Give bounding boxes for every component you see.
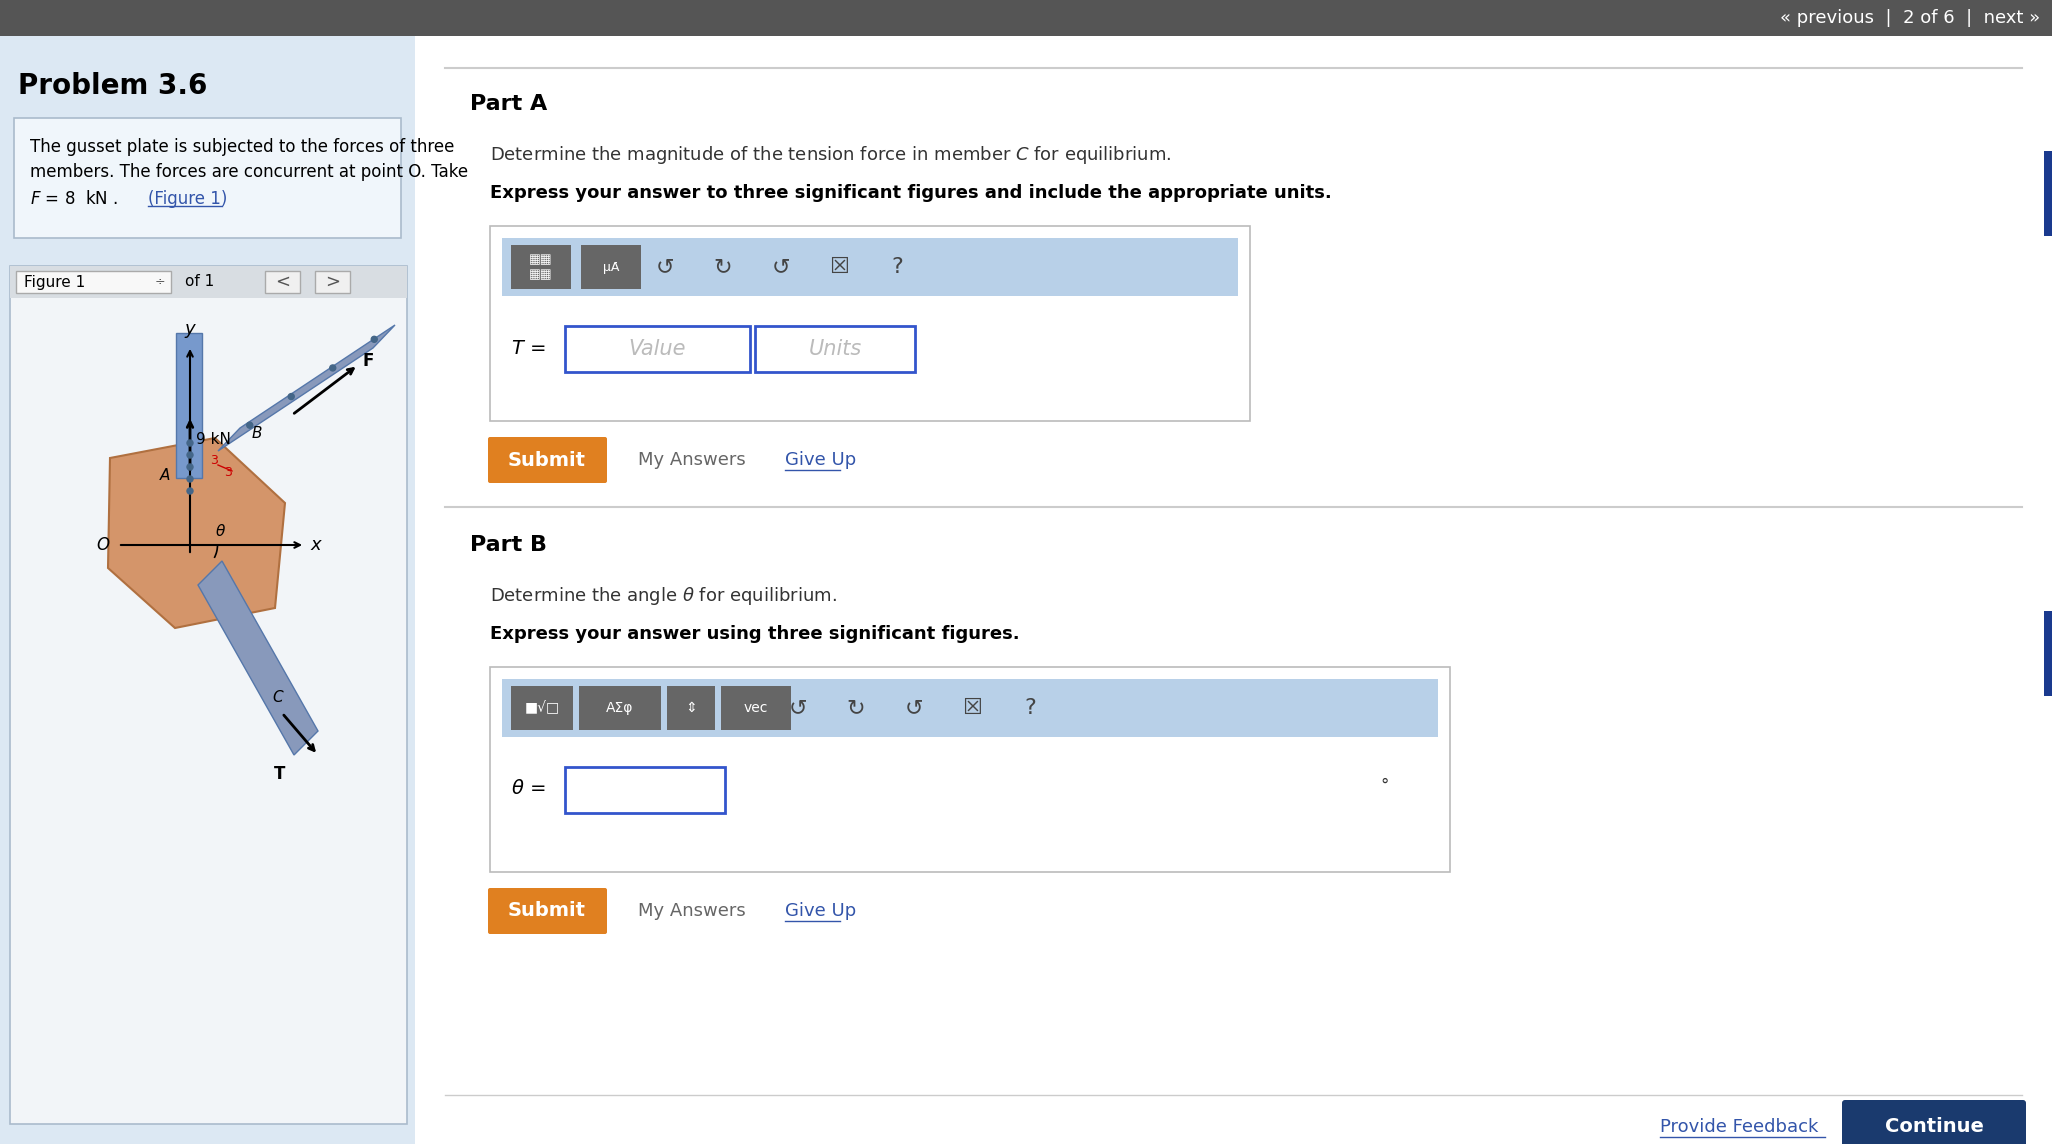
Text: ↺: ↺ [788,698,806,718]
Text: T =: T = [513,339,546,357]
FancyBboxPatch shape [503,680,1438,737]
Text: B: B [252,426,263,440]
Text: ■√□: ■√□ [525,701,560,715]
FancyBboxPatch shape [581,245,640,289]
FancyBboxPatch shape [511,245,570,289]
Text: The gusset plate is subjected to the forces of three: The gusset plate is subjected to the for… [31,138,453,156]
Text: $\mathit{F}$ = 8  kN .: $\mathit{F}$ = 8 kN . [31,190,119,208]
Text: θ =: θ = [513,779,546,799]
Text: ↺: ↺ [657,257,675,277]
Text: vec: vec [743,701,767,715]
Circle shape [330,365,337,371]
Polygon shape [109,438,285,628]
Text: °: ° [1381,777,1389,795]
Text: 3: 3 [209,453,218,467]
FancyBboxPatch shape [316,271,351,293]
Text: ?: ? [891,257,903,277]
Text: Value: Value [628,339,685,359]
Text: Part B: Part B [470,535,548,555]
Text: Give Up: Give Up [786,901,856,920]
FancyBboxPatch shape [10,267,406,1125]
FancyBboxPatch shape [14,118,400,238]
Text: Continue: Continue [1884,1117,1984,1136]
FancyBboxPatch shape [564,766,724,813]
Text: ▦▦
▦▦: ▦▦ ▦▦ [529,253,552,281]
Text: Units: Units [808,339,862,359]
Text: Provide Feedback: Provide Feedback [1660,1118,1818,1136]
Text: ↺: ↺ [772,257,790,277]
Polygon shape [218,325,394,451]
Text: of 1: of 1 [185,275,213,289]
FancyBboxPatch shape [490,227,1250,421]
Text: Determine the magnitude of the tension force in member $\mathit{C}$ for equilibr: Determine the magnitude of the tension f… [490,144,1172,166]
Text: C: C [273,691,283,706]
Text: ÷: ÷ [154,276,166,288]
Circle shape [187,440,193,446]
Text: Express your answer using three significant figures.: Express your answer using three signific… [490,625,1020,643]
Circle shape [187,464,193,470]
Circle shape [371,336,378,342]
Text: My Answers: My Answers [638,451,745,469]
Text: $\mathbf{T}$: $\mathbf{T}$ [273,765,287,782]
Text: ↺: ↺ [905,698,923,718]
FancyBboxPatch shape [176,333,201,478]
FancyBboxPatch shape [16,271,170,293]
Text: Submit: Submit [509,451,587,469]
Text: x: x [310,537,320,554]
Polygon shape [197,561,318,755]
FancyBboxPatch shape [2044,151,2052,236]
Text: Express your answer to three significant figures and include the appropriate uni: Express your answer to three significant… [490,184,1332,202]
FancyBboxPatch shape [511,686,573,730]
Circle shape [187,476,193,482]
FancyBboxPatch shape [488,888,607,934]
Text: Give Up: Give Up [786,451,856,469]
Text: My Answers: My Answers [638,901,745,920]
Text: Figure 1: Figure 1 [25,275,86,289]
Circle shape [187,452,193,458]
FancyBboxPatch shape [755,326,915,372]
Text: Part A: Part A [470,94,548,114]
Text: μȦ: μȦ [603,261,620,273]
Text: $\mathbf{F}$: $\mathbf{F}$ [361,352,373,370]
Circle shape [246,422,252,428]
Text: ↻: ↻ [847,698,866,718]
FancyBboxPatch shape [720,686,790,730]
FancyBboxPatch shape [415,35,2052,1144]
Text: Determine the angle $\theta$ for equilibrium.: Determine the angle $\theta$ for equilib… [490,585,837,607]
Text: AΣφ: AΣφ [605,701,634,715]
Circle shape [287,394,293,399]
Text: <: < [275,273,291,291]
Text: members. The forces are concurrent at point O. Take: members. The forces are concurrent at po… [31,162,468,181]
Text: $\mathit{O}$: $\mathit{O}$ [96,537,111,554]
Text: Problem 3.6: Problem 3.6 [18,72,207,100]
FancyBboxPatch shape [265,271,300,293]
FancyBboxPatch shape [0,0,2052,35]
Text: ☒: ☒ [962,698,983,718]
Text: A: A [160,469,170,484]
Text: 3: 3 [224,467,232,479]
FancyBboxPatch shape [0,35,415,1144]
FancyBboxPatch shape [490,667,1451,872]
Text: ↻: ↻ [714,257,733,277]
Text: Submit: Submit [509,901,587,921]
Text: « previous  |  2 of 6  |  next »: « previous | 2 of 6 | next » [1779,9,2040,27]
FancyBboxPatch shape [1843,1101,2025,1144]
Text: ☒: ☒ [829,257,850,277]
Text: (Figure 1): (Figure 1) [148,190,228,208]
FancyBboxPatch shape [2044,611,2052,696]
FancyBboxPatch shape [564,326,749,372]
FancyBboxPatch shape [667,686,714,730]
Text: y: y [185,320,195,337]
FancyBboxPatch shape [10,267,406,297]
Text: ?: ? [1024,698,1036,718]
FancyBboxPatch shape [579,686,661,730]
Circle shape [187,488,193,494]
Text: $\theta$: $\theta$ [215,523,226,539]
FancyBboxPatch shape [488,437,607,483]
FancyBboxPatch shape [503,238,1237,296]
Text: 9 kN: 9 kN [197,432,232,447]
Text: ⇕: ⇕ [685,701,698,715]
Text: >: > [326,273,341,291]
